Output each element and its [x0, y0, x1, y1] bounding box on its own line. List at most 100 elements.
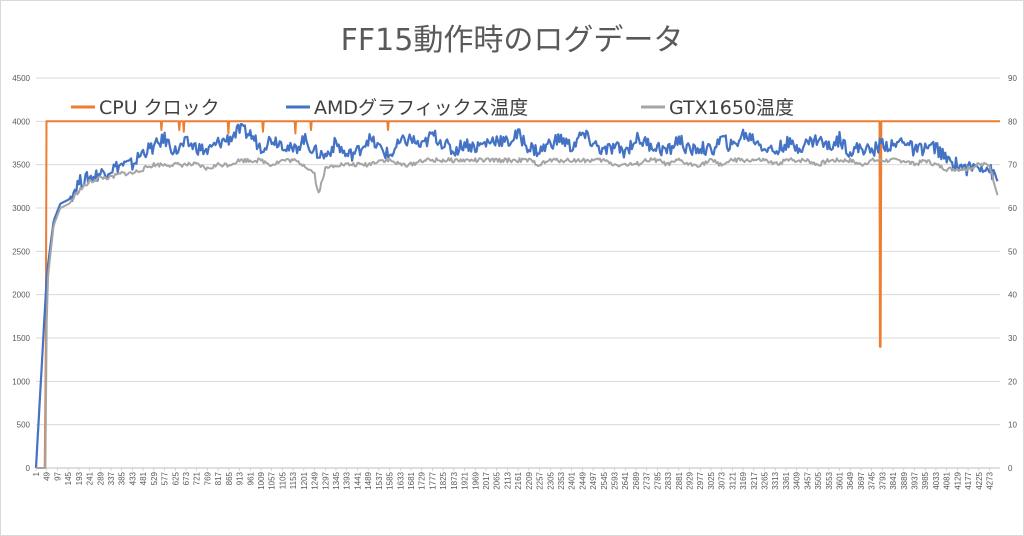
- x-tick-label: 2881: [675, 471, 684, 489]
- x-tick-label: 529: [150, 471, 159, 485]
- x-tick-label: 241: [86, 471, 95, 485]
- x-tick-label: 3745: [868, 471, 877, 489]
- x-tick-label: 3121: [728, 471, 737, 489]
- x-tick-label: 1441: [353, 471, 362, 489]
- x-tick-label: 3025: [707, 471, 716, 489]
- x-tick-label: 3889: [900, 471, 909, 489]
- x-tick-label: 3697: [857, 471, 866, 489]
- x-tick-label: 289: [96, 471, 105, 485]
- y-left-tick-label: 2000: [12, 291, 30, 300]
- series-lines: [34, 120, 1000, 469]
- y-left-tick-label: 2500: [12, 247, 30, 256]
- x-tick-label: 961: [246, 471, 255, 485]
- y-left-tick-label: 0: [26, 464, 31, 473]
- x-tick-label: 2017: [482, 471, 491, 489]
- x-tick-label: 1057: [268, 471, 277, 489]
- x-tick-label: 1537: [375, 471, 384, 489]
- y-right-tick-label: 60: [1008, 204, 1017, 213]
- x-tick-label: 3505: [814, 471, 823, 489]
- x-tick-label: 3169: [739, 471, 748, 489]
- x-tick-label: 1201: [300, 471, 309, 489]
- x-tick-label: 481: [139, 471, 148, 485]
- x-tick-label: 913: [236, 471, 245, 485]
- x-tick-label: 1: [32, 471, 41, 476]
- y-right-tick-label: 70: [1008, 161, 1017, 170]
- x-tick-label: 2593: [611, 471, 620, 489]
- x-tick-label: 2401: [568, 471, 577, 489]
- y-left-tick-label: 3000: [12, 204, 30, 213]
- y-left-tick-label: 3500: [12, 161, 30, 170]
- y-right-tick-label: 10: [1008, 421, 1017, 430]
- y-right-tick-label: 0: [1008, 464, 1013, 473]
- x-tick-label: 4081: [943, 471, 952, 489]
- y-left-tick-label: 4000: [12, 117, 30, 126]
- x-tick-label: 3937: [911, 471, 920, 489]
- x-tick-label: 3793: [878, 471, 887, 489]
- x-tick-label: 3601: [836, 471, 845, 489]
- x-tick-label: 769: [203, 471, 212, 485]
- x-tick-label: 2641: [621, 471, 630, 489]
- x-tick-label: 2113: [503, 471, 512, 489]
- y-axis-left: 0 500 1000 1500 2000 2500 3000 3500 4000 4500: [12, 74, 30, 473]
- x-tick-label: 193: [75, 471, 84, 485]
- x-tick-label: 4033: [932, 471, 941, 489]
- y-right-tick-label: 90: [1008, 74, 1017, 83]
- x-tick-label: 2497: [589, 471, 598, 489]
- x-tick-label: 1921: [461, 471, 470, 489]
- x-tick-label: 337: [107, 471, 116, 485]
- x-tick-label: 817: [214, 471, 223, 485]
- x-tick-label: 4177: [964, 471, 973, 489]
- x-tick-label: 1633: [396, 471, 405, 489]
- series-line-2: [36, 157, 999, 469]
- x-tick-label: 4273: [986, 471, 995, 489]
- x-tick-label: 865: [225, 471, 234, 485]
- x-tick-label: 1681: [407, 471, 416, 489]
- y-right-tick-label: 50: [1008, 247, 1017, 256]
- x-tick-label: 2929: [686, 471, 695, 489]
- y-right-tick-label: 20: [1008, 377, 1017, 386]
- chart-title: FF15動作時のログデータ: [340, 23, 684, 58]
- x-tick-label: 433: [128, 471, 137, 485]
- x-tick-label: 577: [161, 471, 170, 485]
- y-right-tick-label: 40: [1008, 291, 1017, 300]
- x-tick-label: 1729: [418, 471, 427, 489]
- x-tick-label: 2737: [643, 471, 652, 489]
- x-tick-label: 3409: [793, 471, 802, 489]
- x-tick-label: 1393: [343, 471, 352, 489]
- x-tick-label: 3457: [803, 471, 812, 489]
- x-tick-label: 2977: [696, 471, 705, 489]
- x-tick-label: 3313: [771, 471, 780, 489]
- y-left-tick-label: 4500: [12, 74, 30, 83]
- y-left-tick-label: 1000: [12, 377, 30, 386]
- y-left-tick-label: 1500: [12, 334, 30, 343]
- x-tick-label: 97: [53, 471, 62, 480]
- x-axis: 1 49 97 145 193 241 289 337 385 433 481 529 577 625 67…: [32, 467, 1000, 490]
- x-tick-label: 3553: [825, 471, 834, 489]
- x-tick-label: 2209: [525, 471, 534, 489]
- legend-label: GTX1650温度: [669, 97, 794, 119]
- x-tick-label: 2545: [600, 471, 609, 489]
- x-tick-label: 1345: [332, 471, 341, 489]
- x-tick-label: 3217: [750, 471, 759, 489]
- x-tick-label: 1777: [428, 471, 437, 489]
- x-tick-label: 3841: [889, 471, 898, 489]
- x-tick-label: 2161: [514, 471, 523, 489]
- x-tick-label: 4225: [975, 471, 984, 489]
- y-axis-right: 0 10 20 30 40 50 60 70 80 90: [1008, 74, 1017, 473]
- x-tick-label: 2353: [557, 471, 566, 489]
- x-tick-label: 1825: [439, 471, 448, 489]
- y-right-tick-label: 80: [1008, 117, 1017, 126]
- legend-label: AMDグラフィックス温度: [314, 97, 528, 119]
- x-tick-label: 625: [171, 471, 180, 485]
- x-tick-label: 145: [64, 471, 73, 485]
- x-tick-label: 2833: [664, 471, 673, 489]
- x-tick-label: 2257: [536, 471, 545, 489]
- y-left-tick-label: 500: [17, 421, 31, 430]
- x-tick-label: 2305: [546, 471, 555, 489]
- x-tick-label: 2785: [653, 471, 662, 489]
- x-tick-label: 673: [182, 471, 191, 485]
- x-tick-label: 1489: [364, 471, 373, 489]
- x-tick-label: 49: [43, 471, 52, 480]
- x-tick-label: 3265: [761, 471, 770, 489]
